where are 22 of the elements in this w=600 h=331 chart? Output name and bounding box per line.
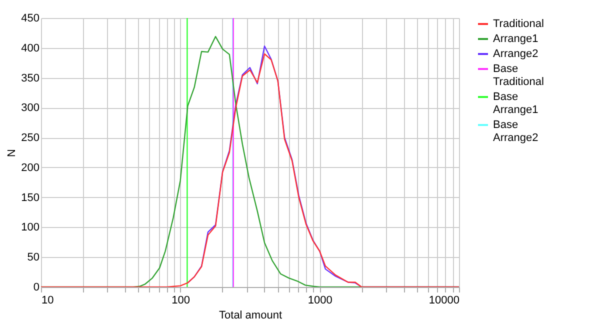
y-tick-label: 400 [21,42,40,54]
y-tick-label: 50 [27,252,40,264]
x-tick-label: 10000 [428,294,460,306]
legend-label: Base Traditional [493,63,544,88]
legend-label: Base Arrange2 [493,119,538,144]
legend-label: Traditional [493,18,544,30]
y-tick-label: 100 [21,222,40,234]
x-tick-label: 100 [172,294,190,306]
y-tick-label: 0 [33,282,40,294]
y-tick-label: 150 [21,192,40,204]
x-tick-label: 10 [42,294,54,306]
y-tick-label: 300 [21,102,40,114]
legend-label: Arrange2 [493,48,538,60]
x-tick-label: 1000 [308,294,332,306]
y-tick-label: 450 [21,12,40,24]
y-tick-label: 250 [21,132,40,144]
legend-label: Base Arrange1 [493,91,538,116]
y-axis-title: N [6,148,18,157]
legend-label: Arrange1 [493,33,538,45]
y-tick-label: 350 [21,72,40,84]
y-tick-label: 200 [21,162,40,174]
x-axis-title: Total amount [219,310,282,322]
